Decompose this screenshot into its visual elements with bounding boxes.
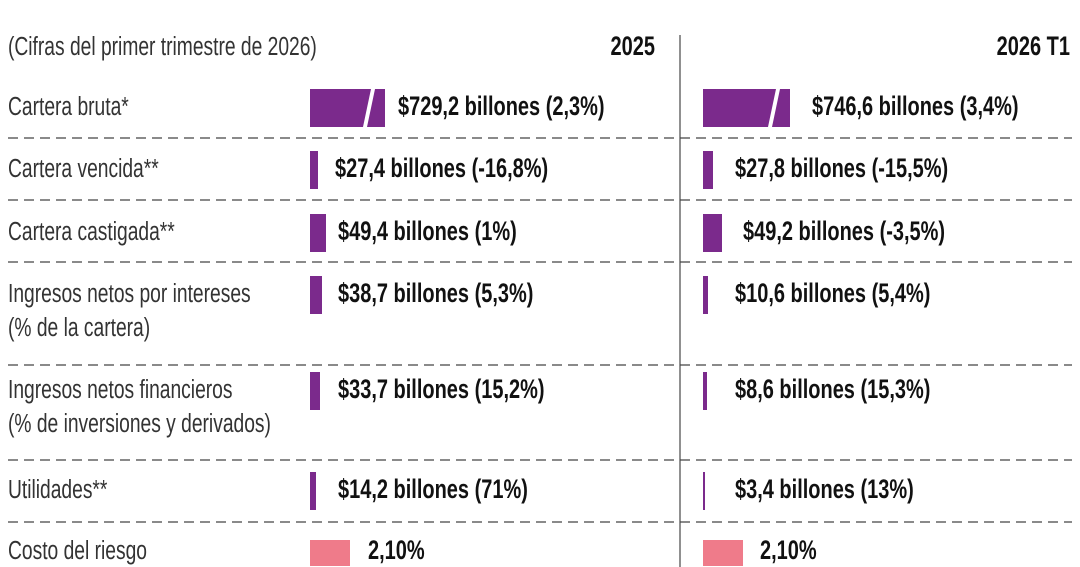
row-label: Costo del riesgo xyxy=(8,535,147,565)
bar xyxy=(703,276,708,314)
bar xyxy=(310,540,350,566)
row-value: $729,2 billones (2,3%) xyxy=(398,91,605,122)
bar xyxy=(703,540,743,566)
row-value: $49,4 billones (1%) xyxy=(338,216,517,247)
bar-break xyxy=(363,89,375,127)
row-label: Ingresos netos por intereses xyxy=(8,278,251,308)
row-label: Cartera vencida** xyxy=(8,153,159,183)
row-label: (% de inversiones y derivados) xyxy=(8,408,271,438)
bar xyxy=(310,214,326,252)
bar-break xyxy=(768,89,780,127)
row-value: $14,2 billones (71%) xyxy=(338,474,528,505)
row-value: $27,8 billones (-15,5%) xyxy=(735,153,948,184)
row-value: 2,10% xyxy=(368,535,425,566)
bar xyxy=(310,151,318,189)
column-header: 2025 xyxy=(611,31,655,62)
row-value: $27,4 billones (-16,8%) xyxy=(335,153,548,184)
bar xyxy=(703,151,713,189)
row-value: $10,6 billones (5,4%) xyxy=(735,278,930,309)
row-value: $746,6 billones (3,4%) xyxy=(812,91,1019,122)
column-header: 2026 T1 xyxy=(997,31,1070,62)
row-label: Cartera bruta* xyxy=(8,91,129,121)
bar xyxy=(703,472,705,510)
row-value: $33,7 billones (15,2%) xyxy=(338,374,545,405)
bar xyxy=(703,214,722,252)
row-value: $49,2 billones (-3,5%) xyxy=(743,216,945,247)
row-label: Cartera castigada** xyxy=(8,216,175,246)
row-value: $8,6 billones (15,3%) xyxy=(735,374,930,405)
bar xyxy=(310,472,316,510)
row-value: $38,7 billones (5,3%) xyxy=(338,278,533,309)
row-label: Utilidades** xyxy=(8,474,107,504)
row-value: $3,4 billones (13%) xyxy=(735,474,914,505)
row-label: Ingresos netos financieros xyxy=(8,374,232,404)
row-value: 2,10% xyxy=(760,535,817,566)
bar xyxy=(310,372,320,410)
bar xyxy=(703,372,707,410)
bar xyxy=(310,276,322,314)
header-note: (Cifras del primer trimestre de 2026) xyxy=(8,31,317,61)
row-label: (% de la cartera) xyxy=(8,312,150,342)
